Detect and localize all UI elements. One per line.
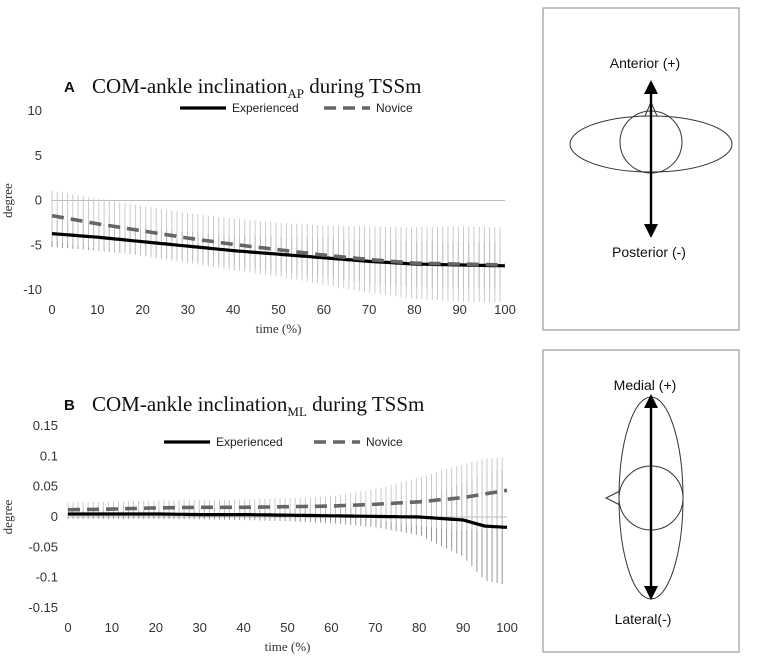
y-tick-label: -5 [30, 237, 42, 252]
legend-label: Novice [376, 101, 413, 115]
y-axis-label: degree [0, 499, 15, 534]
x-tick-label: 10 [90, 302, 104, 317]
y-tick-label: 0.05 [33, 479, 58, 494]
x-tick-label: 0 [64, 620, 71, 635]
x-tick-label: 30 [192, 620, 206, 635]
x-tick-label: 20 [135, 302, 149, 317]
legend-label: Experienced [216, 435, 283, 449]
arrow-up-icon [644, 394, 658, 408]
x-tick-label: 70 [368, 620, 382, 635]
x-tick-label: 30 [181, 302, 195, 317]
x-tick-label: 40 [226, 302, 240, 317]
error-bars-experienced [67, 470, 503, 585]
panel-a-title: COM-ankle inclinationAP during TSSm [92, 74, 421, 101]
panel-b-letter: B [64, 397, 75, 414]
x-tick-label: 90 [456, 620, 470, 635]
series-line-novice [68, 488, 508, 512]
y-tick-label: 0 [35, 193, 42, 208]
x-tick-label: 10 [105, 620, 119, 635]
legend-label: Novice [366, 435, 403, 449]
chart-b: 0.15 0.1 0.05 0 -0.05 -0.1 -0.15 0 10 20 30 40 50 60 7… [0, 418, 518, 654]
x-tick-label: 100 [494, 302, 516, 317]
legend: Experienced Novice [180, 101, 413, 115]
panel-b-title: COM-ankle inclinationML during TSSm [92, 392, 424, 419]
x-tick-label: 90 [452, 302, 466, 317]
diagram-ap: Anterior (+) Posterior (-) [542, 7, 740, 331]
arrow-down-icon [644, 224, 658, 238]
x-axis-label: time (%) [256, 321, 302, 336]
error-bars-novice [51, 190, 501, 303]
y-tick-label: 5 [35, 148, 42, 163]
x-axis-label: time (%) [265, 639, 311, 654]
arrow-down-icon [644, 586, 658, 600]
x-tick-label: 60 [324, 620, 338, 635]
y-tick-label: 10 [28, 103, 42, 118]
series-line-experienced [68, 512, 508, 529]
medial-label: Medial (+) [614, 377, 677, 393]
y-tick-label: 0 [51, 509, 58, 524]
diagram-ap-frame [542, 7, 740, 331]
y-axis-label: degree [0, 183, 15, 218]
x-tick-label: 0 [48, 302, 55, 317]
x-tick-label: 50 [280, 620, 294, 635]
legend: Experienced Novice [164, 435, 403, 449]
y-tick-label: 0.1 [40, 448, 58, 463]
y-tick-label: -0.05 [28, 539, 58, 554]
posterior-label: Posterior (-) [612, 244, 686, 260]
legend-label: Experienced [232, 101, 299, 115]
x-tick-label: 100 [496, 620, 518, 635]
diagram-ml: Medial (+) Lateral(-) [542, 349, 740, 653]
y-tick-label: 0.15 [33, 418, 58, 433]
nose-marker-ml [604, 490, 621, 506]
y-tick-label: -10 [23, 282, 42, 297]
arrow-up-icon [644, 80, 658, 94]
x-tick-label: 70 [362, 302, 376, 317]
x-tick-label: 40 [236, 620, 250, 635]
x-tick-label: 80 [412, 620, 426, 635]
x-tick-label: 50 [271, 302, 285, 317]
diagram-ml-frame [542, 349, 740, 653]
series-line-novice [51, 213, 505, 267]
anterior-label: Anterior (+) [610, 55, 680, 71]
x-tick-label: 20 [149, 620, 163, 635]
y-tick-label: -0.15 [28, 600, 58, 615]
lateral-label: Lateral(-) [615, 611, 672, 627]
x-tick-label: 60 [317, 302, 331, 317]
y-tick-label: -0.1 [36, 570, 58, 585]
x-tick-label: 80 [407, 302, 421, 317]
panel-a-letter: A [64, 79, 75, 96]
